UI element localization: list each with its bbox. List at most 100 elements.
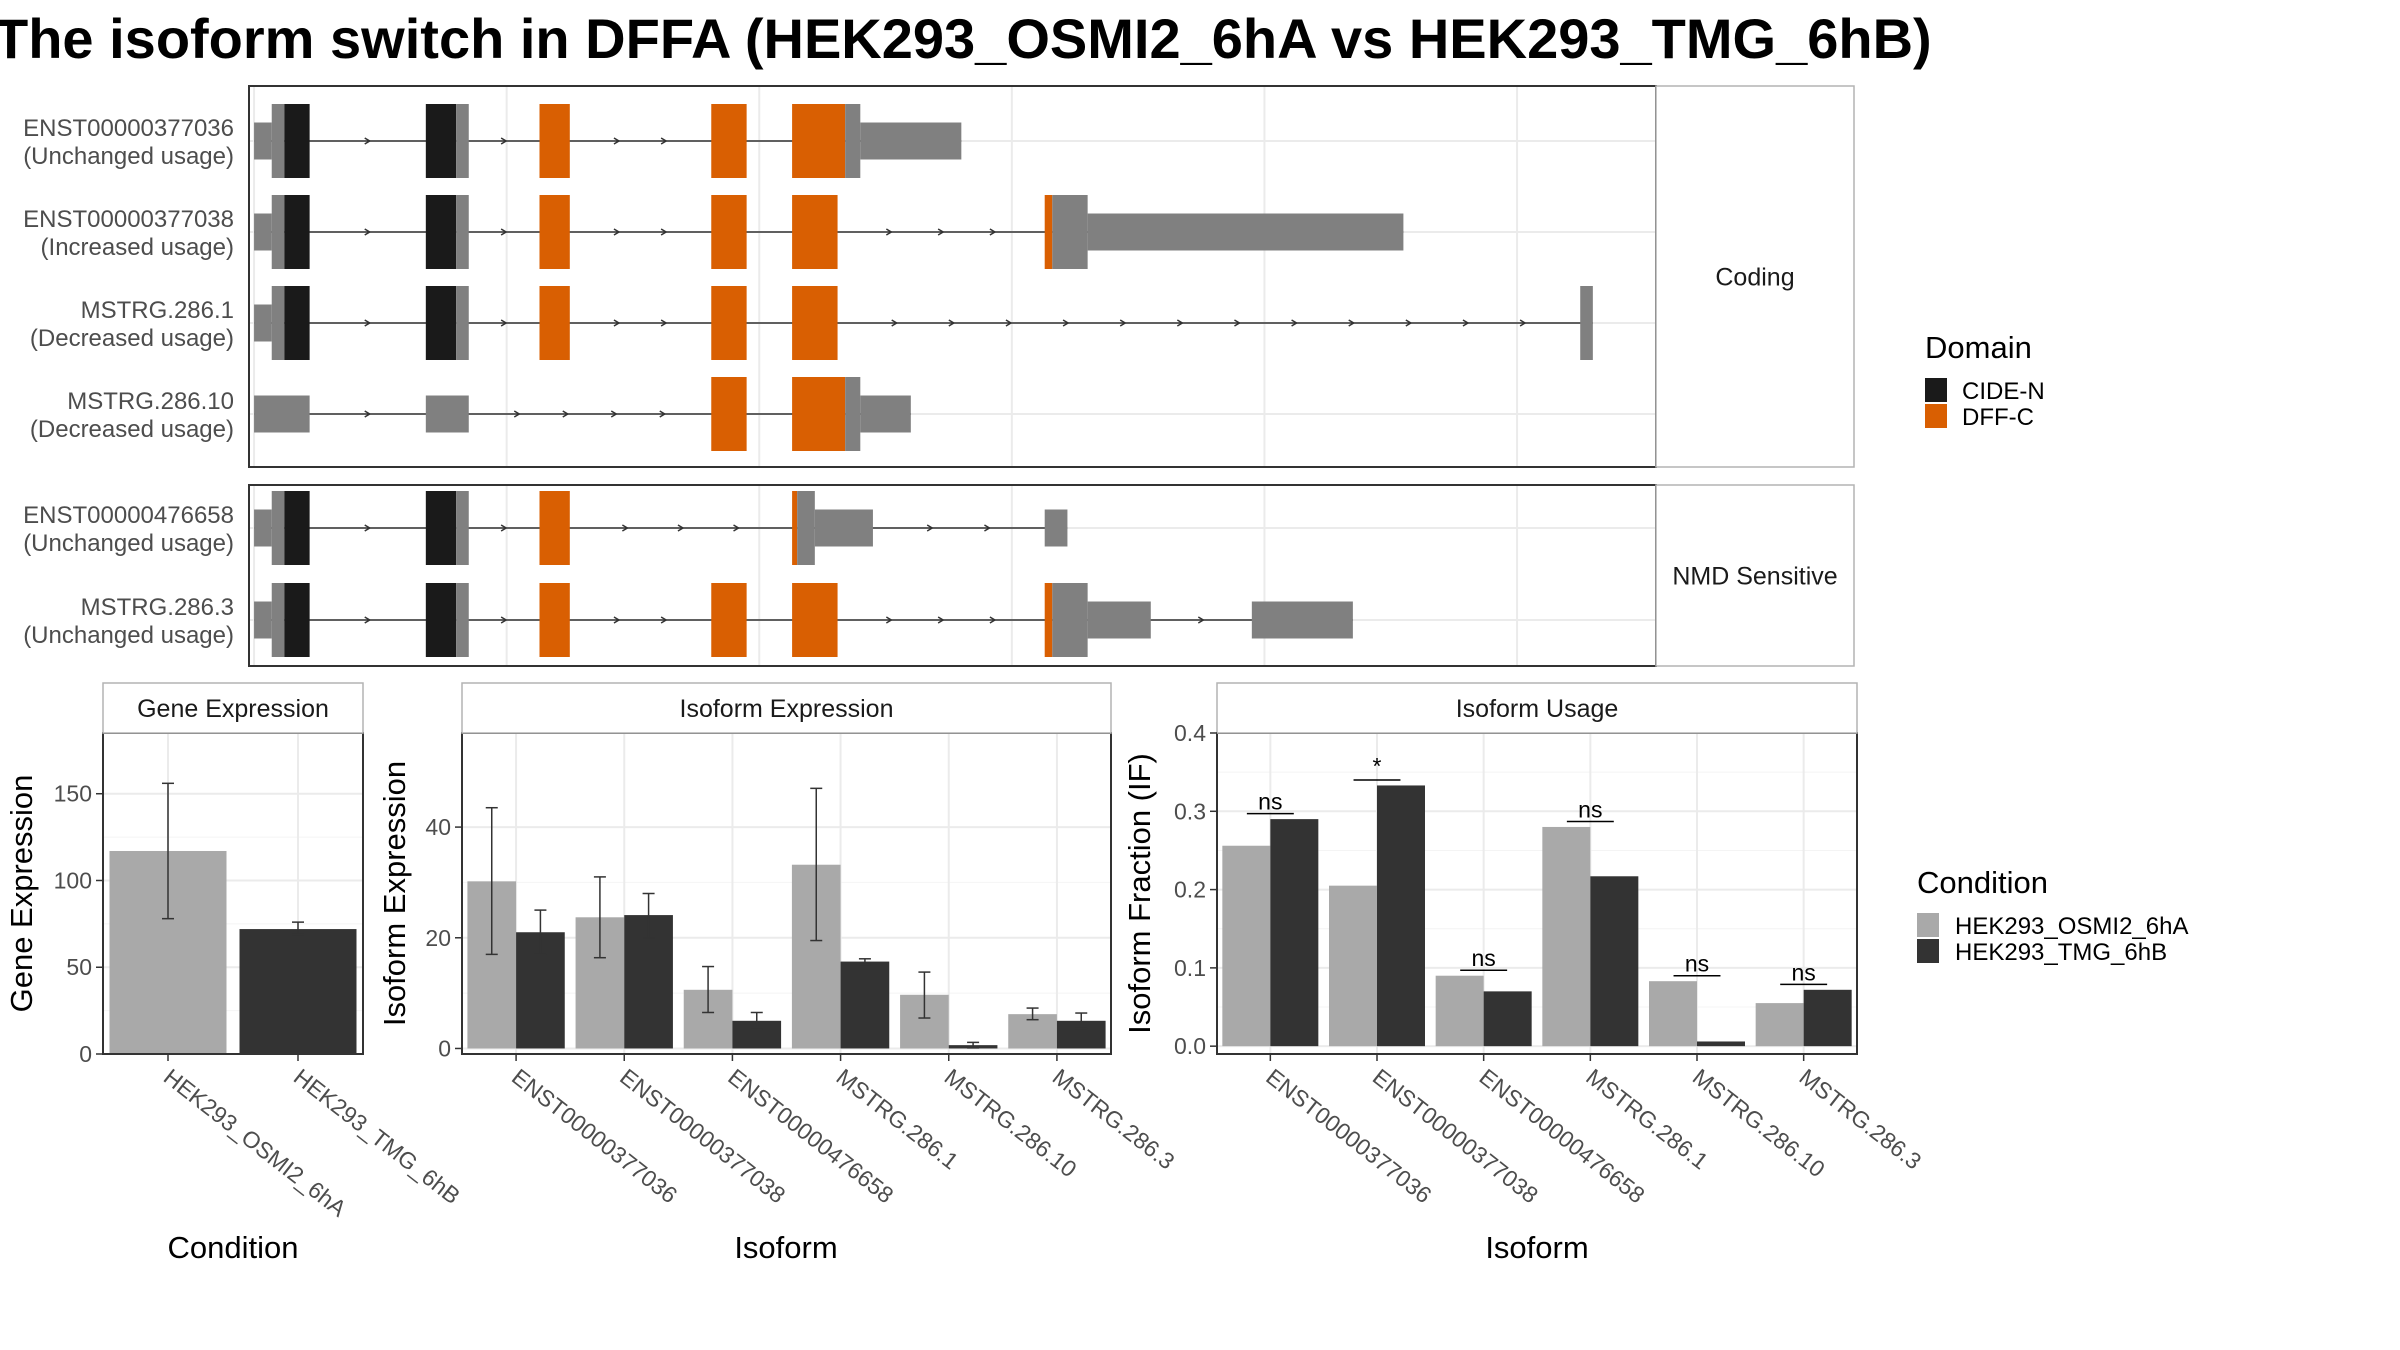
- exon-coding: [845, 104, 861, 178]
- exon-coding: [271, 195, 285, 269]
- isoform-track: [254, 286, 1593, 360]
- intron-arrow: [989, 228, 997, 236]
- isoform-usage-label: (Unchanged usage): [23, 143, 234, 170]
- intron-arrow: [885, 228, 893, 236]
- exon-dff-c: [1044, 195, 1053, 269]
- exon-dff-c: [792, 195, 838, 269]
- bar: [840, 961, 890, 1049]
- isoform-usage-label: (Unchanged usage): [23, 622, 234, 649]
- isoform-track: [254, 195, 1404, 269]
- bar: [1435, 975, 1484, 1047]
- exon-dff-c: [711, 286, 747, 360]
- exon-utr: [1251, 601, 1353, 639]
- intron-arrow: [660, 616, 668, 624]
- y-tick-label: 0.4: [1174, 720, 1206, 746]
- bar: [1649, 981, 1697, 1047]
- exon-coding: [797, 491, 815, 565]
- exon-cide-n: [284, 491, 310, 565]
- intron-arrow: [364, 524, 372, 532]
- isoform-name-label: ENST00000377038: [23, 206, 234, 233]
- exon-dff-c: [792, 377, 846, 451]
- bar: [1270, 819, 1319, 1047]
- exon-coding: [456, 491, 469, 565]
- y-tick-label: 50: [66, 954, 92, 980]
- exon-coding: [1052, 583, 1088, 657]
- significance-label: ns: [1472, 945, 1496, 971]
- exon-coding: [1052, 195, 1088, 269]
- intron-arrow: [562, 410, 570, 418]
- exon-utr: [1044, 509, 1068, 547]
- structure-facet-1: ENST00000476658(Unchanged usage)MSTRG.28…: [23, 484, 1855, 667]
- significance-label: ns: [1258, 789, 1282, 815]
- x-axis-title: Isoform: [1485, 1230, 1588, 1265]
- isoform-usage-label: (Decreased usage): [30, 416, 234, 443]
- intron-arrow: [1462, 319, 1470, 327]
- exon-cide-n: [425, 104, 457, 178]
- y-tick-label: 100: [54, 867, 92, 893]
- figure-title: The isoform switch in DFFA (HEK293_OSMI2…: [0, 7, 1932, 70]
- intron-arrow: [1005, 319, 1013, 327]
- bar: [1377, 785, 1425, 1047]
- intron-arrow: [610, 410, 618, 418]
- domain-legend: Domain CIDE-N DFF-C: [1925, 330, 2045, 431]
- intron-arrow: [660, 137, 668, 145]
- exon-dff-c: [1044, 583, 1053, 657]
- isoform-usage-label: (Increased usage): [41, 234, 234, 261]
- exon-utr: [425, 395, 469, 433]
- domain-legend-key-dff: [1925, 404, 1947, 428]
- exon-cide-n: [425, 491, 457, 565]
- exon-utr: [860, 122, 962, 160]
- exon-dff-c: [792, 583, 838, 657]
- exon-dff-c: [792, 104, 846, 178]
- isoform-name-label: ENST00000476658: [23, 502, 234, 529]
- domain-legend-label-cide: CIDE-N: [1962, 378, 2045, 405]
- intron-arrow: [937, 228, 945, 236]
- intron-arrow: [926, 524, 934, 532]
- exon-utr: [254, 601, 272, 639]
- intron-arrow: [513, 410, 521, 418]
- exon-coding: [271, 104, 285, 178]
- intron-arrow: [500, 616, 508, 624]
- intron-arrow: [984, 524, 991, 532]
- panel-strip: [102, 682, 364, 734]
- plot-panel-bg: [1217, 733, 1857, 1054]
- intron-arrow: [1119, 319, 1127, 327]
- intron-arrow: [1348, 319, 1356, 327]
- exon-dff-c: [539, 286, 570, 360]
- significance-label: ns: [1792, 959, 1816, 985]
- condition-legend-key-osmi2: [1917, 913, 1939, 937]
- intron-arrow: [500, 228, 508, 236]
- exon-dff-c: [539, 583, 570, 657]
- intron-arrow: [677, 524, 685, 532]
- exon-cide-n: [284, 286, 310, 360]
- isoform-expression-plot: Isoform Expression02040ENST00000377036EN…: [377, 682, 1180, 1265]
- exon-dff-c: [539, 104, 570, 178]
- exon-utr: [1087, 601, 1151, 639]
- exon-utr: [254, 509, 272, 547]
- intron-arrow: [1197, 616, 1205, 624]
- intron-arrow: [885, 616, 893, 624]
- isoform-usage-label: (Decreased usage): [30, 325, 234, 352]
- condition-legend-label-osmi2: HEK293_OSMI2_6hA: [1955, 913, 2188, 940]
- exon-dff-c: [711, 377, 747, 451]
- isoform-usage-label: (Unchanged usage): [23, 530, 234, 557]
- bar: [1329, 885, 1377, 1047]
- intron-arrow: [733, 524, 740, 532]
- panel-strip-label: Gene Expression: [137, 695, 329, 723]
- intron-arrow: [613, 319, 621, 327]
- intron-arrow: [989, 616, 997, 624]
- isoform-track: [254, 104, 962, 178]
- intron-arrow: [1234, 319, 1241, 327]
- facet-strip-label: Coding: [1715, 264, 1794, 292]
- exon-coding: [271, 583, 285, 657]
- y-axis-title: Isoform Expression: [377, 761, 412, 1026]
- y-tick-label: 0.2: [1174, 877, 1206, 903]
- isoform-track: [254, 491, 1068, 565]
- bar: [1803, 989, 1852, 1047]
- panel-strip: [1216, 682, 1858, 734]
- isoform-track: [254, 583, 1353, 657]
- intron-arrow: [948, 319, 956, 327]
- domain-legend-key-cide: [1925, 378, 1947, 402]
- panel-strip-label: Isoform Expression: [680, 695, 894, 723]
- isoform-track: [254, 377, 911, 451]
